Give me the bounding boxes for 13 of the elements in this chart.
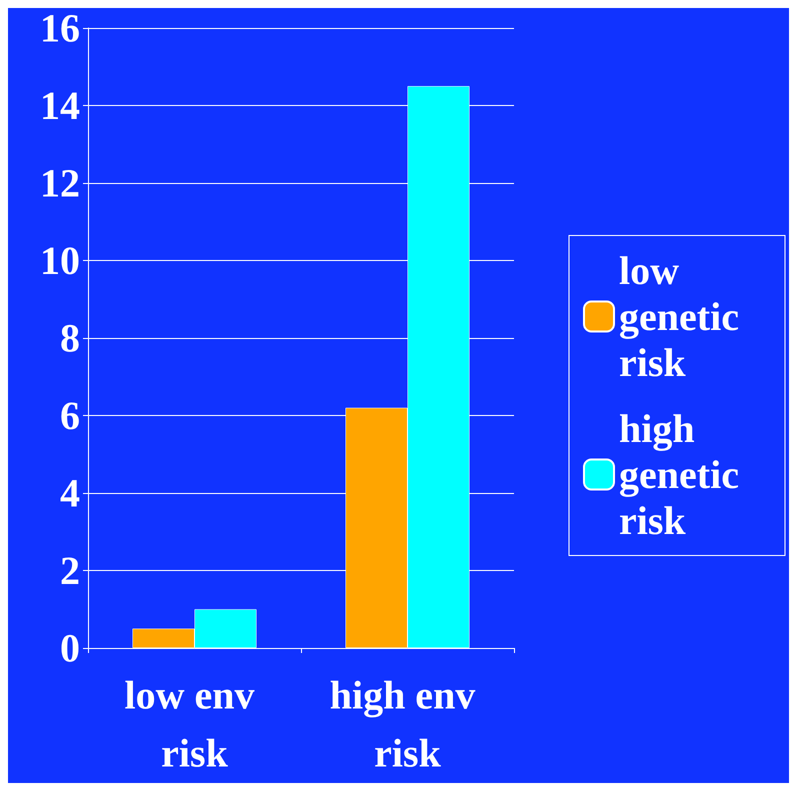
y-tick-label: 14	[40, 83, 80, 128]
legend-label: high genetic risk	[619, 406, 749, 543]
y-tick-label: 4	[60, 470, 80, 516]
y-tick-label: 10	[40, 238, 80, 283]
y-tick-label: 8	[60, 316, 80, 360]
y-tick-label: 16	[40, 6, 80, 50]
y-tick-label: 12	[40, 160, 80, 206]
y-tick-label: 2	[60, 548, 80, 593]
legend-label: low genetic risk	[619, 248, 749, 385]
x-tick-label: low env risk	[124, 672, 264, 776]
x-tick-label: high env risk	[330, 672, 486, 776]
y-tick-label: 6	[60, 393, 80, 438]
y-tick-label: 0	[60, 626, 80, 670]
